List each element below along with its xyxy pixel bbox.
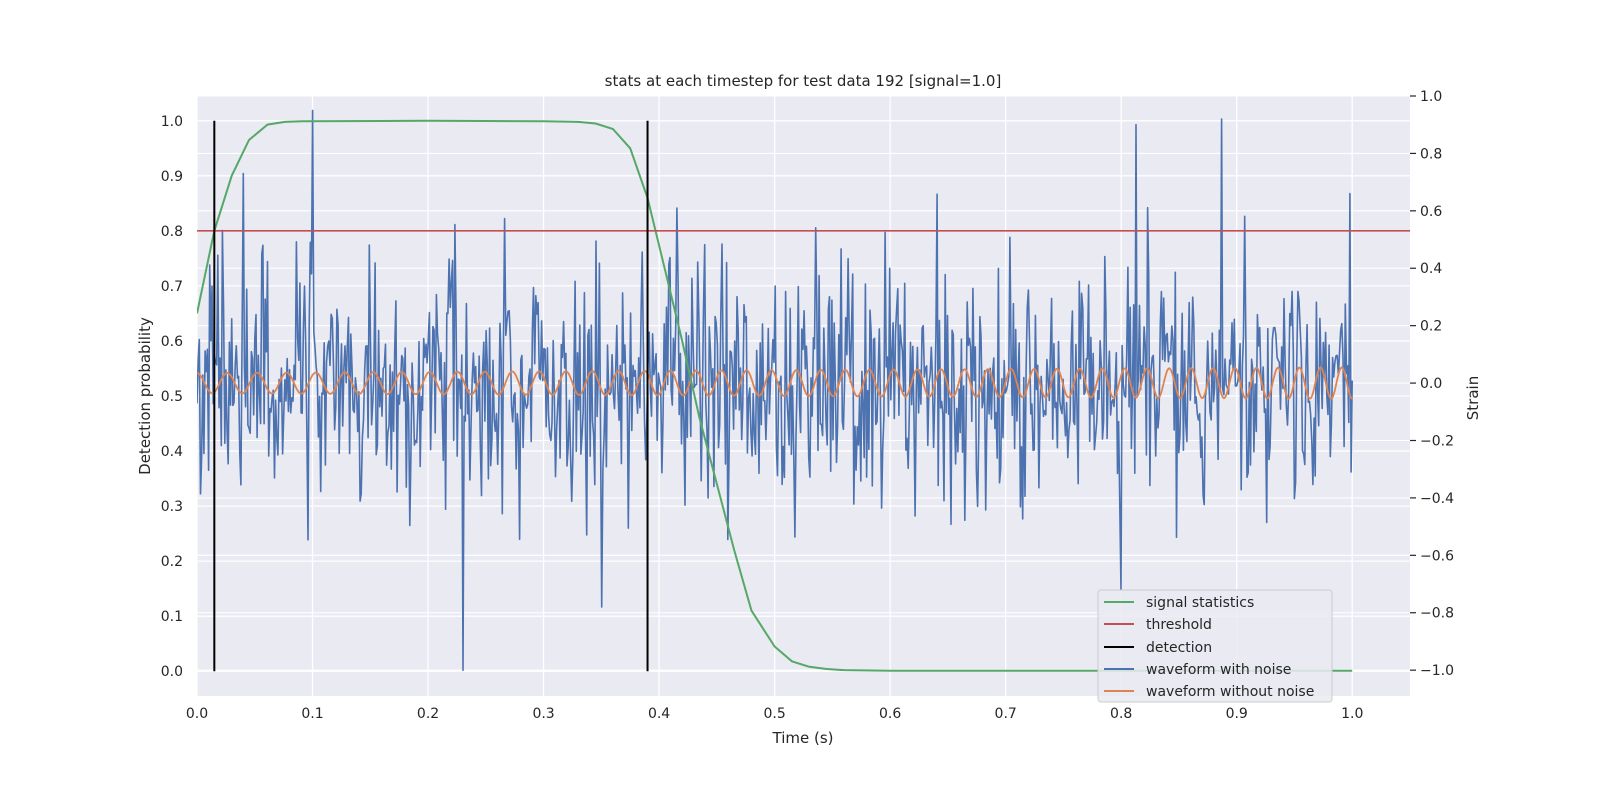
x-tick-label: 0.9: [1226, 706, 1248, 722]
x-tick-label: 1.0: [1341, 706, 1363, 722]
waveform-with-noise-line: [197, 109, 1353, 672]
x-tick-label: 0.0: [186, 706, 208, 722]
x-tick-label: 0.4: [648, 706, 670, 722]
waveform-without-noise-line: [197, 366, 1353, 400]
y-tick-label: 0.7: [161, 279, 183, 295]
right-tick-label: −1.0: [1420, 663, 1454, 679]
x-tick-label: 0.1: [301, 706, 323, 722]
chart-title: stats at each timestep for test data 192…: [605, 72, 1002, 90]
right-tick-label: 0.4: [1420, 261, 1442, 277]
x-axis-title: Time (s): [772, 729, 834, 747]
right-tick-label: 1.0: [1420, 89, 1442, 105]
legend-label-threshold: threshold: [1146, 617, 1212, 633]
x-tick-label: 0.3: [532, 706, 554, 722]
right-axis-title: Strain: [1464, 376, 1482, 420]
legend-box: [1097, 589, 1333, 703]
right-tick-label: 0.6: [1420, 204, 1442, 220]
y-tick-label: 0.1: [161, 609, 183, 625]
right-tick-label: 0.2: [1420, 319, 1442, 335]
x-tick-label: 0.8: [1110, 706, 1132, 722]
right-tick-label: 0.0: [1420, 376, 1442, 392]
right-tick-label: −0.6: [1420, 548, 1454, 564]
y-tick-label: 0.8: [161, 224, 183, 240]
y-tick-label: 0.0: [161, 664, 183, 680]
y-axis-ticks: 0.0 0.1 0.2 0.3 0.4 0.5 0.6 0.7 0.8 0.9 1.0: [161, 114, 183, 680]
y-tick-label: 1.0: [161, 114, 183, 130]
x-tick-label: 0.5: [763, 706, 785, 722]
legend-label-waveform-without-noise: waveform without noise: [1146, 684, 1314, 700]
y-tick-label: 0.4: [161, 444, 183, 460]
y-axis-title: Detection probability: [136, 317, 154, 475]
legend-label-waveform-with-noise: waveform with noise: [1146, 662, 1291, 678]
x-tick-label: 0.7: [995, 706, 1017, 722]
right-tick-label: −0.8: [1420, 606, 1454, 622]
x-tick-label: 0.2: [417, 706, 439, 722]
y-tick-label: 0.5: [161, 389, 183, 405]
right-axis-ticks: −1.0 −0.8 −0.6 −0.4 −0.2 0.0 0.2 0.4 0.6 0.8 1.0: [1410, 89, 1454, 679]
right-tick-label: −0.2: [1420, 433, 1454, 449]
y-tick-label: 0.6: [161, 334, 183, 350]
x-tick-label: 0.6: [879, 706, 901, 722]
y-tick-label: 0.9: [161, 169, 183, 185]
y-tick-label: 0.3: [161, 499, 183, 515]
legend: signal statistics threshold detection wa…: [1097, 589, 1333, 703]
right-tick-label: −0.4: [1420, 491, 1454, 507]
legend-label-detection: detection: [1146, 640, 1212, 656]
right-tick-label: 0.8: [1420, 146, 1442, 162]
legend-label-signal-statistics: signal statistics: [1146, 595, 1254, 611]
y-tick-label: 0.2: [161, 554, 183, 570]
x-axis-ticks: 0.0 0.1 0.2 0.3 0.4 0.5 0.6 0.7 0.8 0.9 1.0: [186, 706, 1364, 722]
